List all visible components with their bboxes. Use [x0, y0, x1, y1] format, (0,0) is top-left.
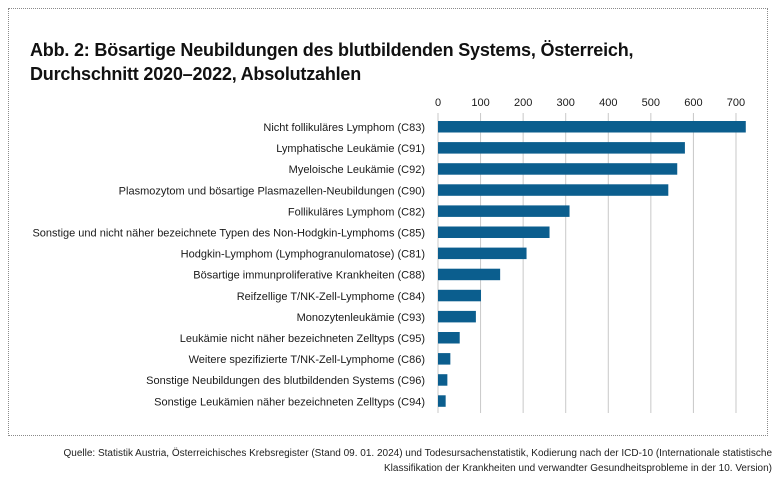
bar [438, 268, 501, 281]
bar [438, 163, 678, 175]
gridlines [437, 113, 737, 413]
x-tick-label: 100 [471, 97, 489, 109]
bar [438, 142, 685, 154]
category-labels: Nicht follikuläres Lymphom (C83) Lymphati… [32, 122, 425, 408]
bar [438, 205, 570, 217]
category-label: Leukämie nicht näher bezeichneten Zellty… [180, 333, 425, 345]
bar [438, 332, 460, 344]
category-label: Weitere spezifizierte T/NK-Zell-Lymphome… [189, 354, 425, 366]
category-label: Hodgkin-Lymphom (Lymphogranulomatose) (C… [181, 249, 425, 261]
bar [438, 353, 451, 365]
x-tick-label: 600 [684, 97, 702, 109]
x-tick-label: 500 [642, 97, 660, 109]
x-tick-label: 300 [557, 97, 575, 109]
chart-frame [8, 8, 768, 436]
category-label: Nicht follikuläres Lymphom (C83) [263, 122, 425, 134]
bars [438, 121, 746, 407]
bar [438, 226, 550, 238]
category-label: Sonstige Leukämien näher bezeichneten Ze… [154, 396, 425, 408]
category-label: Sonstige und nicht näher bezeichnete Typ… [32, 228, 425, 240]
bar [438, 184, 669, 196]
bar [438, 247, 527, 260]
category-label: Bösartige immunproliferative Krankheiten… [193, 270, 425, 282]
category-label: Lymphatische Leukämie (C91) [276, 143, 425, 155]
category-label: Sonstige Neubildungen des blutbildenden … [146, 375, 425, 387]
x-tick-label: 200 [514, 97, 532, 109]
bar [438, 395, 446, 407]
x-axis-ticks: 0 100 200 300 400 500 600 700 [435, 97, 745, 109]
x-tick-label: 400 [599, 97, 617, 109]
chart-title: Abb. 2: Bösartige Neubildungen des blutb… [30, 40, 634, 84]
bar [438, 289, 481, 302]
x-tick-label: 700 [727, 97, 745, 109]
category-label: Myeloische Leukämie (C92) [289, 164, 425, 176]
bar-chart: 0 100 200 300 400 500 600 700 Nicht follikuläre… [32, 97, 746, 413]
category-label: Monozytenleukämie (C93) [297, 312, 425, 324]
category-label: Plasmozytom und bösartige Plasmazellen-N… [119, 185, 425, 197]
x-tick-label: 0 [435, 97, 441, 109]
source-note: Quelle: Statistik Austria, Österreichisc… [63, 448, 772, 474]
bar [438, 121, 746, 133]
bar [438, 310, 476, 323]
category-label: Follikuläres Lymphom (C82) [288, 206, 425, 218]
bar [438, 374, 448, 386]
category-label: Reifzellige T/NK-Zell-Lymphome (C84) [237, 291, 425, 303]
